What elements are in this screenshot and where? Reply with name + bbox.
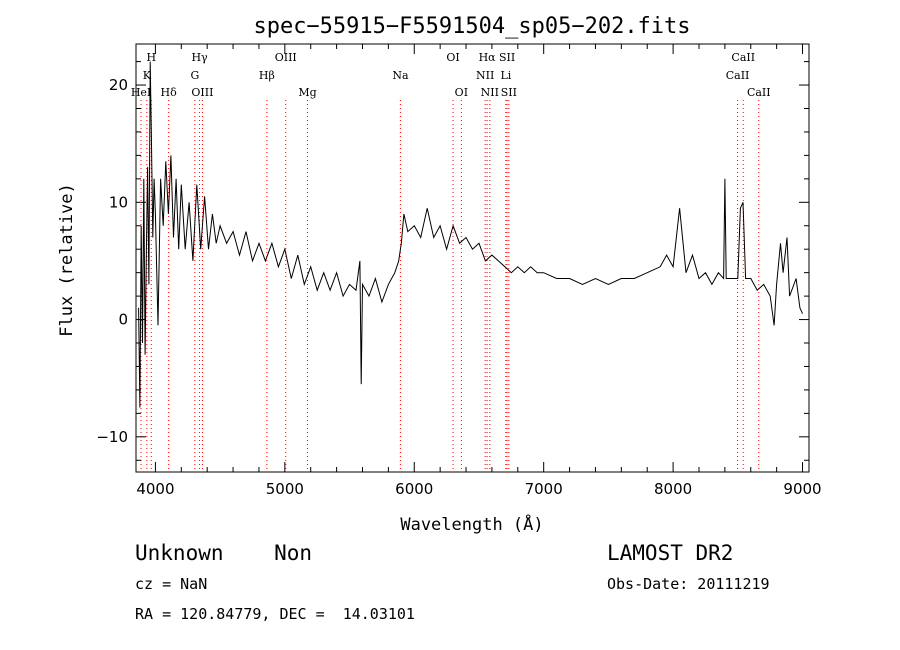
line-label: Hγ xyxy=(191,51,208,64)
x-tick-label: 8000 xyxy=(654,480,692,498)
coords-label: RA = 120.84779, DEC = 14.03101 xyxy=(135,605,415,623)
spectrum-line xyxy=(138,61,803,408)
line-label: NII xyxy=(476,69,494,82)
line-label: OIII xyxy=(191,86,213,99)
line-label: Mg xyxy=(298,86,316,99)
cz-label: cz = NaN xyxy=(135,575,208,593)
obs-date-label: Obs-Date: 20111219 xyxy=(607,575,770,593)
line-label: Hα xyxy=(479,51,497,64)
line-label: CaII xyxy=(726,69,750,82)
line-label: Li xyxy=(500,69,511,82)
survey-label: LAMOST DR2 xyxy=(607,541,734,565)
chart-title: spec−55915−F5591504_sp05−202.fits xyxy=(253,14,690,39)
class-label: Unknown Non xyxy=(135,541,313,565)
x-tick-label: 5000 xyxy=(266,480,304,498)
line-label: Hβ xyxy=(259,69,275,82)
y-tick-label: 20 xyxy=(109,76,128,94)
y-tick-label: 10 xyxy=(109,193,128,211)
line-label: CaII xyxy=(731,51,755,64)
line-label: H xyxy=(146,51,156,64)
line-label: OIII xyxy=(275,51,297,64)
x-tick-label: 9000 xyxy=(783,480,821,498)
y-tick-label: −10 xyxy=(96,428,128,446)
spectrum-series xyxy=(138,61,803,408)
line-label: SII xyxy=(499,51,515,64)
x-tick-label: 7000 xyxy=(525,480,563,498)
x-axis-label: Wavelength (Å) xyxy=(400,513,543,535)
line-label: OI xyxy=(455,86,468,99)
line-label: Hδ xyxy=(161,86,178,99)
y-axis-label: Flux (relative) xyxy=(57,183,77,337)
plot-frame xyxy=(135,43,810,473)
axes: 4000 5000 6000 7000 8000 9000 −10 0 10 20 xyxy=(96,43,822,498)
line-label: G xyxy=(190,69,199,82)
line-label: CaII xyxy=(747,86,771,99)
line-label: Na xyxy=(392,69,409,82)
x-tick-label: 6000 xyxy=(395,480,433,498)
line-label: K xyxy=(143,69,152,82)
line-label: HeI xyxy=(131,86,151,99)
x-tick-label: 4000 xyxy=(136,480,174,498)
line-markers xyxy=(140,100,760,472)
y-tick-label: 0 xyxy=(118,311,128,329)
line-label: OI xyxy=(446,51,459,64)
line-label: SII xyxy=(501,86,517,99)
line-label: NII xyxy=(481,86,499,99)
